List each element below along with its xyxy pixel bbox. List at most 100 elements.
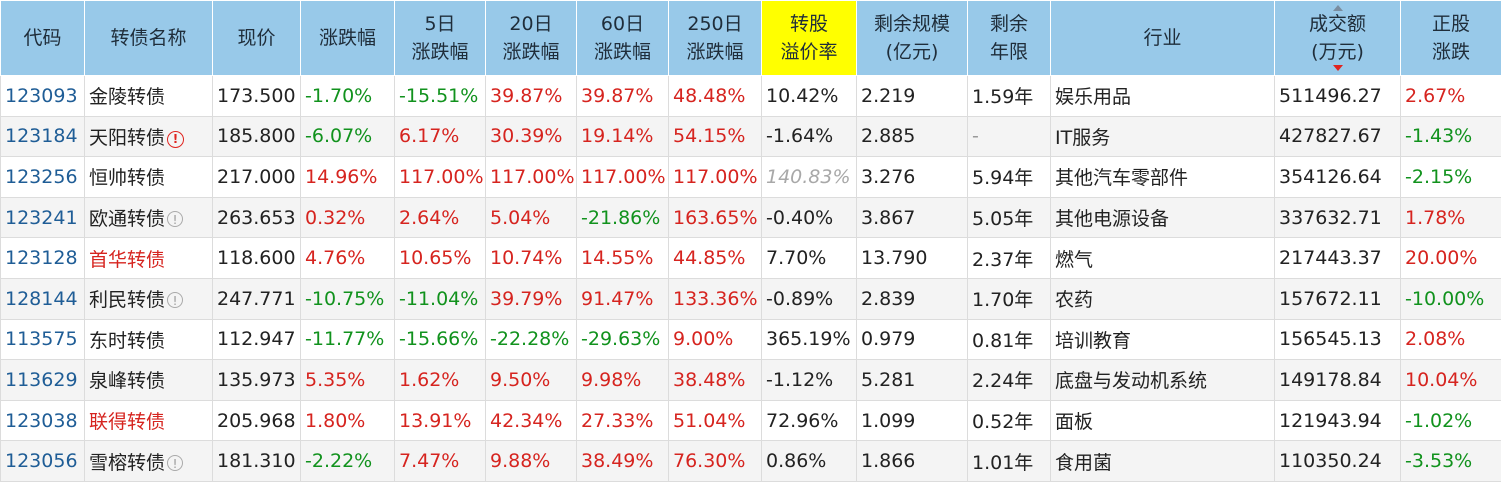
bond-code[interactable]: 123256 [0,156,85,198]
remaining-years-cell: 5.94年 [967,156,1051,198]
stock-change-cell: -1.02% [1400,399,1501,442]
bond-code[interactable]: 123184 [0,115,85,158]
info-icon[interactable]: ! [167,454,184,471]
remaining-years-cell: 1.59年 [967,75,1051,117]
table-row[interactable]: 123128 首华转债 118.600 4.76% 10.65% 10.74% 14.55%… [0,237,1501,279]
remaining-years-cell: 0.81年 [967,318,1051,361]
col-header-250d-change[interactable]: 250日 涨跌幅 [668,0,762,76]
industry-cell: IT服务 [1050,115,1275,158]
industry-cell: 其他电源设备 [1050,196,1275,239]
bond-code[interactable]: 123128 [0,237,85,279]
bond-code[interactable]: 128144 [0,277,85,320]
bond-name[interactable]: 雪榕转债! [84,440,213,482]
bond-code[interactable]: 123241 [0,196,85,239]
change-60d-cell: 14.55% [576,237,669,279]
turnover-cell: 121943.94 [1274,399,1401,442]
change-20d-cell: 39.79% [485,277,577,320]
change-20d-cell: 9.50% [485,359,577,401]
remaining-years-cell: 0.52年 [967,399,1051,442]
change-20d-cell: 39.87% [485,75,577,117]
change-20d-cell: -22.28% [485,318,577,361]
bond-name[interactable]: 东时转债 [84,318,213,361]
bond-name[interactable]: 欧通转债! [84,196,213,239]
change-cell: 5.35% [300,359,395,401]
bond-code[interactable]: 123093 [0,75,85,117]
price-cell: 135.973 [212,359,301,401]
bond-code[interactable]: 113629 [0,359,85,401]
bond-name[interactable]: 利民转债! [84,277,213,320]
change-20d-cell: 9.88% [485,440,577,482]
bond-name[interactable]: 联得转债 [84,399,213,442]
stock-change-cell: 10.04% [1400,359,1501,401]
table-row[interactable]: 123093 金陵转债 173.500 -1.70% -15.51% 39.87% 39.8… [0,75,1501,117]
industry-cell: 其他汽车零部件 [1050,156,1275,198]
table-row[interactable]: 123184 天阳转债! 185.800 -6.07% 6.17% 30.39% 19.14… [0,115,1501,158]
col-header-remaining-years[interactable]: 剩余 年限 [967,0,1051,76]
sort-desc-icon[interactable] [1332,65,1343,71]
table-row[interactable]: 123241 欧通转债! 263.653 0.32% 2.64% 5.04% -21.86%… [0,196,1501,239]
bond-code[interactable]: 123056 [0,440,85,482]
change-5d-cell: 1.62% [394,359,486,401]
col-header-20d-change[interactable]: 20日 涨跌幅 [485,0,577,76]
change-20d-cell: 5.04% [485,196,577,239]
table-row[interactable]: 123056 雪榕转债! 181.310 -2.22% 7.47% 9.88% 38.49%… [0,440,1501,482]
bond-name[interactable]: 泉峰转债 [84,359,213,401]
bond-name[interactable]: 金陵转债 [84,75,213,117]
remaining-size-cell: 3.867 [856,196,968,239]
change-5d-cell: 2.64% [394,196,486,239]
warning-icon[interactable]: ! [167,130,185,148]
turnover-cell: 110350.24 [1274,440,1401,482]
turnover-cell: 337632.71 [1274,196,1401,239]
remaining-size-cell: 5.281 [856,359,968,401]
col-header-60d-change[interactable]: 60日 涨跌幅 [576,0,669,76]
table-row[interactable]: 123038 联得转债 205.968 1.80% 13.91% 42.34% 27.33%… [0,399,1501,442]
col-header-remaining-size[interactable]: 剩余规模 (亿元) [856,0,968,76]
col-header-stock-change[interactable]: 正股 涨跌 [1400,0,1501,76]
stock-change-cell: -2.15% [1400,156,1501,198]
col-header-code[interactable]: 代码 [0,0,85,76]
turnover-cell: 354126.64 [1274,156,1401,198]
table-body: 123093 金陵转债 173.500 -1.70% -15.51% 39.87% 39.8… [0,75,1501,482]
bond-name[interactable]: 首华转债 [84,237,213,279]
remaining-years-cell: 2.37年 [967,237,1051,279]
col-header-name[interactable]: 转债名称 [84,0,213,76]
change-cell: -1.70% [300,75,395,117]
table-row[interactable]: 113575 东时转债 112.947 -11.77% -15.66% -22.28% -2… [0,318,1501,361]
change-5d-cell: 7.47% [394,440,486,482]
col-header-change[interactable]: 涨跌幅 [300,0,395,76]
col-header-price[interactable]: 现价 [212,0,301,76]
remaining-size-cell: 2.885 [856,115,968,158]
price-cell: 185.800 [212,115,301,158]
col-header-5d-change[interactable]: 5日 涨跌幅 [394,0,486,76]
change-5d-cell: 6.17% [394,115,486,158]
col-header-turnover[interactable]: 成交额 (万元) [1274,0,1401,76]
change-5d-cell: 117.00% [394,156,486,198]
table-row[interactable]: 123256 恒帅转债 217.000 14.96% 117.00% 117.00% 117… [0,156,1501,198]
bond-name[interactable]: 天阳转债! [84,115,213,158]
table-row[interactable]: 128144 利民转债! 247.771 -10.75% -11.04% 39.79% 91… [0,277,1501,320]
sort-asc-icon[interactable] [1332,5,1343,11]
table-header-row: 代码 转债名称 现价 涨跌幅 5日 涨跌幅 20日 涨跌幅 60日 涨跌幅 250日涨… [0,0,1501,76]
change-60d-cell: 19.14% [576,115,669,158]
bond-name[interactable]: 恒帅转债 [84,156,213,198]
info-icon[interactable]: ! [167,292,184,309]
change-5d-cell: -11.04% [394,277,486,320]
stock-change-cell: 20.00% [1400,237,1501,279]
table-row[interactable]: 113629 泉峰转债 135.973 5.35% 1.62% 9.50% 9.98% 38.… [0,359,1501,401]
price-cell: 217.000 [212,156,301,198]
col-header-industry[interactable]: 行业 [1050,0,1275,76]
bond-code[interactable]: 113575 [0,318,85,361]
change-60d-cell: 39.87% [576,75,669,117]
remaining-years-cell: 2.24年 [967,359,1051,401]
change-cell: -11.77% [300,318,395,361]
info-icon[interactable]: ! [167,211,184,228]
col-header-premium[interactable]: 转股 溢价率 [761,0,857,76]
change-20d-cell: 30.39% [485,115,577,158]
bond-code[interactable]: 123038 [0,399,85,442]
premium-cell: 365.19% [761,318,857,361]
change-250d-cell: 163.65% [668,196,762,239]
change-250d-cell: 44.85% [668,237,762,279]
remaining-years-cell: - [967,115,1051,158]
change-5d-cell: 10.65% [394,237,486,279]
